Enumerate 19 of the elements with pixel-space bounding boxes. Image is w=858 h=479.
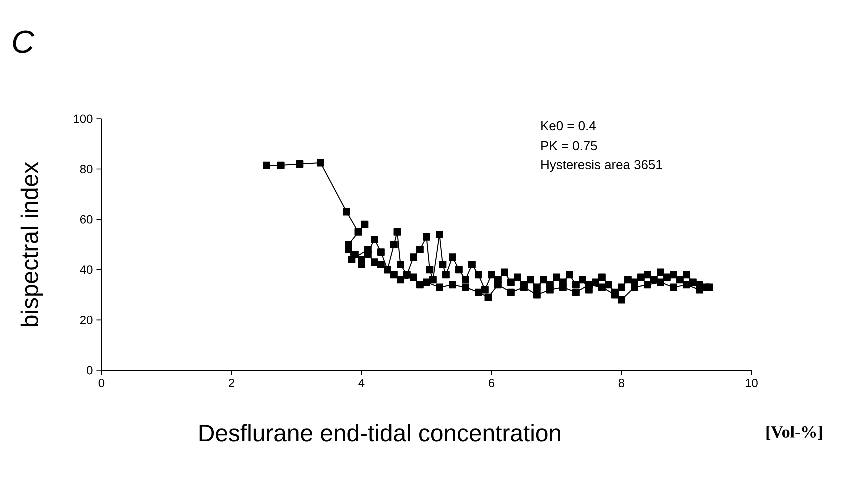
y-tick-label: 80 — [80, 165, 93, 174]
y-tick-label: 20 — [80, 316, 93, 324]
x-tick-label: 2 — [228, 379, 234, 388]
annotation: PK = 0.75 — [542, 141, 598, 151]
y-tick-label: 60 — [80, 215, 93, 224]
y-axis-title: bispectral index — [20, 162, 44, 327]
y-tick-label: 0 — [87, 366, 93, 375]
x-axis-title: Desflurane end-tidal concentration — [200, 424, 560, 442]
x-tick-label: 0 — [98, 379, 105, 388]
chart-title: C — [13, 30, 35, 54]
y-tick-label: 100 — [74, 114, 93, 124]
x-tick-label: 4 — [358, 379, 365, 388]
annotation: Hysteresis area 3651 — [542, 160, 662, 172]
annotation: Ke0 = 0.4 — [542, 121, 596, 131]
x-tick-label: 10 — [746, 379, 758, 388]
x-tick-label: 6 — [488, 379, 495, 388]
y-tick-label: 40 — [80, 266, 93, 274]
x-tick-label: 8 — [618, 379, 625, 388]
text: [Vol-%] — [766, 426, 822, 440]
